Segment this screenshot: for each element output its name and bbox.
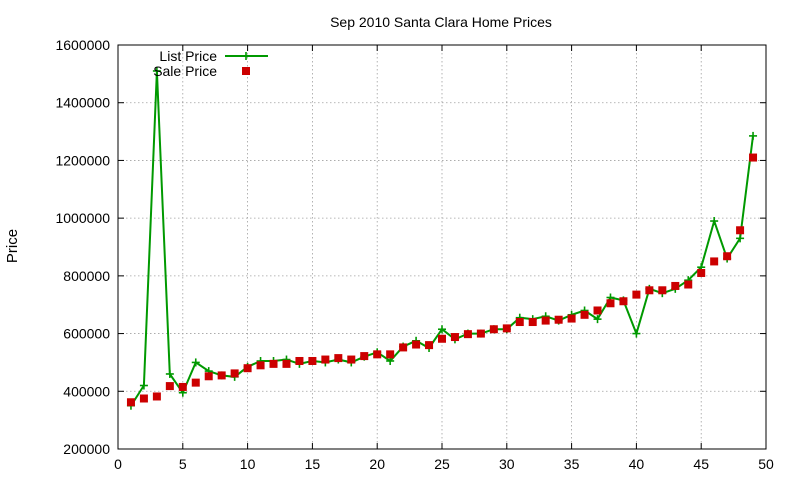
- x-tick-label: 15: [305, 456, 321, 472]
- list-price-point: [191, 358, 200, 367]
- sale-price-point: [347, 355, 356, 364]
- sale-price-point: [373, 350, 382, 359]
- sale-price-point: [567, 314, 576, 323]
- sale-price-point: [697, 268, 706, 277]
- x-tick-label: 0: [114, 456, 122, 472]
- sale-price-point: [126, 398, 135, 407]
- sale-price-point: [684, 280, 693, 289]
- list-price-point: [165, 369, 174, 378]
- axes-layer: 0 5 10 15 20 25 30 35 40 45 50 200000 400000 600000 80…: [55, 37, 774, 472]
- sale-price-point: [554, 315, 563, 324]
- sale-price-point: [450, 333, 459, 342]
- sale-price-point: [489, 325, 498, 334]
- sale-price-point: [269, 359, 278, 368]
- chart-title: Sep 2010 Santa Clara Home Prices: [330, 14, 552, 30]
- sale-price-point: [386, 350, 395, 359]
- sale-price-point: [515, 318, 524, 327]
- sale-price-point: [217, 371, 226, 380]
- list-price-point: [710, 217, 719, 226]
- sale-price-point: [528, 318, 537, 327]
- sale-price-point: [256, 361, 265, 370]
- list-price-point: [632, 329, 641, 338]
- series-layer: [126, 66, 758, 410]
- sale-price-point: [476, 329, 485, 338]
- list-price-point: [736, 234, 745, 243]
- sale-price-point: [502, 324, 511, 333]
- sale-price-point: [360, 352, 369, 361]
- legend-label-list-price: List Price: [159, 48, 217, 64]
- y-tick-label: 200000: [63, 441, 110, 457]
- sale-price-point: [671, 281, 680, 290]
- sale-price-point: [438, 334, 446, 343]
- sale-price-point: [749, 153, 758, 162]
- y-tick-label: 1200000: [55, 152, 110, 168]
- sale-price-point: [593, 306, 602, 315]
- y-axis-label: Price: [4, 229, 21, 263]
- grid-layer: [118, 45, 766, 449]
- sale-price-point: [308, 356, 317, 365]
- sale-price-point: [541, 316, 550, 325]
- sale-price-point: [204, 372, 213, 381]
- sale-price-point: [580, 310, 589, 319]
- legend-marker-sale-price: [242, 67, 250, 75]
- y-tick-label: 1400000: [55, 95, 110, 111]
- sale-price-point: [412, 340, 421, 349]
- x-tick-label: 25: [434, 456, 450, 472]
- list-price-point: [749, 131, 758, 140]
- sale-price-point: [658, 286, 667, 295]
- sale-price-point: [606, 299, 615, 308]
- sale-price-point: [165, 382, 174, 391]
- sale-price-point: [645, 286, 654, 295]
- sale-price-point: [295, 356, 304, 365]
- x-tick-label: 45: [693, 456, 709, 472]
- sale-price-point: [321, 355, 330, 364]
- sale-price-point: [152, 392, 161, 401]
- sale-price-point: [463, 330, 472, 339]
- x-tick-label: 35: [564, 456, 580, 472]
- x-tick-label: 40: [629, 456, 645, 472]
- x-tick-label: 30: [499, 456, 515, 472]
- y-tick-label: 1000000: [55, 210, 110, 226]
- list-price-point: [438, 325, 446, 334]
- sale-price-point: [230, 369, 239, 378]
- sale-price-point: [619, 297, 628, 306]
- sale-price-point: [710, 257, 719, 266]
- x-tick-label: 10: [240, 456, 256, 472]
- sale-price-point: [723, 252, 732, 261]
- legend-label-sale-price: Sale Price: [153, 63, 217, 79]
- list-price-point: [139, 381, 148, 390]
- sale-price-point: [191, 378, 200, 387]
- sale-price-point: [243, 364, 252, 373]
- x-tick-label: 5: [179, 456, 187, 472]
- sale-price-point: [282, 359, 291, 368]
- x-tick-label: 50: [758, 456, 774, 472]
- y-tick-label: 1600000: [55, 37, 110, 53]
- x-tick-label: 20: [369, 456, 385, 472]
- sale-price-point: [632, 290, 641, 299]
- sale-price-point: [399, 343, 408, 352]
- list-price-point: [593, 315, 602, 324]
- sale-price-point: [425, 341, 434, 350]
- y-tick-label: 600000: [63, 326, 110, 342]
- y-tick-label: 800000: [63, 268, 110, 284]
- y-tick-label: 400000: [63, 383, 110, 399]
- sale-price-point: [334, 354, 343, 363]
- sale-price-point: [139, 394, 148, 403]
- sale-price-point: [178, 382, 187, 391]
- sale-price-point: [736, 226, 745, 235]
- list-price-point: [152, 66, 161, 75]
